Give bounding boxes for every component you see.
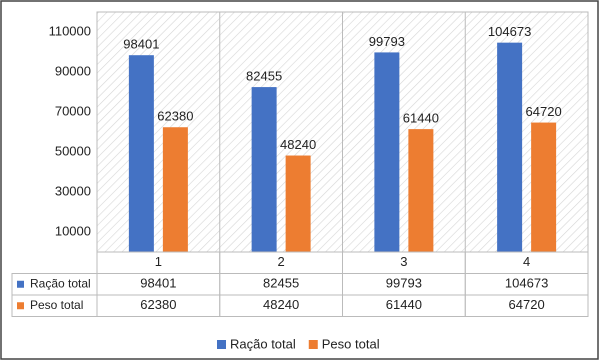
- table-series-name: Ração total: [30, 276, 91, 290]
- table-value: 104673: [505, 276, 548, 291]
- x-tick-label: 2: [278, 254, 285, 269]
- y-tick-label: 110000: [49, 23, 91, 38]
- table-value: 82455: [263, 276, 299, 291]
- value-label: 98401: [123, 37, 159, 52]
- legend-label: Peso total: [322, 336, 380, 351]
- value-label: 104673: [488, 24, 531, 39]
- table-value: 98401: [140, 276, 176, 291]
- x-tick-label: 3: [400, 254, 407, 269]
- value-label: 61440: [403, 111, 439, 126]
- table-legend-key: [17, 302, 24, 310]
- value-label: 48240: [280, 137, 316, 152]
- table-legend-key: [17, 280, 24, 288]
- bar: [408, 129, 434, 252]
- x-tick-label: 4: [523, 254, 530, 269]
- table-value: 62380: [140, 297, 176, 312]
- table-cell: [11, 294, 98, 317]
- bar: [251, 87, 277, 252]
- value-label: 99793: [369, 34, 405, 49]
- legend-label: Ração total: [230, 336, 296, 351]
- value-label: 82455: [246, 69, 282, 84]
- table-value: 48240: [263, 297, 299, 312]
- bar: [497, 42, 523, 253]
- y-tick-label: 10000: [55, 223, 91, 238]
- table-series-name: Peso total: [30, 298, 83, 312]
- legend-key: [308, 340, 318, 349]
- y-tick-label: 30000: [55, 183, 91, 198]
- table-value: 61440: [386, 297, 422, 312]
- bar: [162, 127, 188, 252]
- bar: [285, 155, 311, 252]
- table-cell: [464, 251, 589, 317]
- bar: [128, 55, 154, 253]
- bar: [531, 122, 557, 252]
- table-value: 99793: [386, 276, 422, 291]
- y-tick-label: 70000: [55, 103, 91, 118]
- bar: [374, 52, 400, 252]
- value-label: 62380: [157, 109, 193, 124]
- y-tick-label: 90000: [55, 63, 91, 78]
- legend-key: [217, 340, 226, 349]
- value-label: 64720: [526, 104, 562, 119]
- table-value: 64720: [509, 297, 545, 312]
- x-tick-label: 1: [155, 254, 162, 269]
- y-tick-label: 50000: [55, 143, 91, 158]
